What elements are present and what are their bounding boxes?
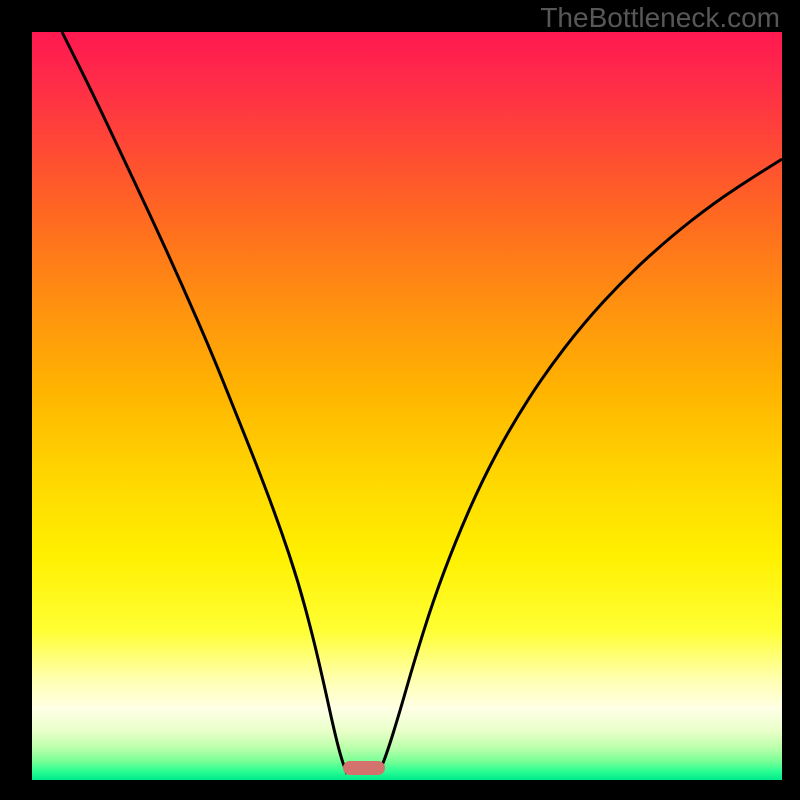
bottleneck-curve-left bbox=[62, 32, 347, 774]
watermark-text: TheBottleneck.com bbox=[540, 2, 780, 34]
optimal-marker bbox=[343, 761, 385, 775]
chart-curve-layer bbox=[32, 32, 782, 780]
chart-plot-area bbox=[32, 32, 782, 780]
bottleneck-curve-right bbox=[379, 159, 783, 774]
